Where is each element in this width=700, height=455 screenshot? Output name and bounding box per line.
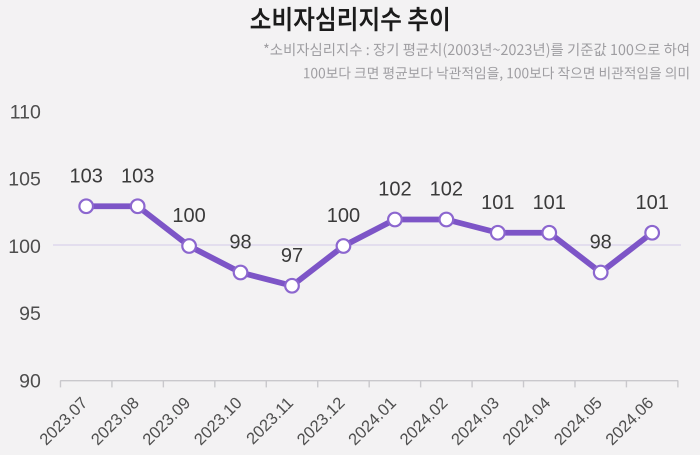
- svg-text:2024.01: 2024.01: [345, 394, 400, 449]
- svg-text:2023.08: 2023.08: [88, 394, 143, 449]
- svg-text:97: 97: [281, 245, 303, 267]
- svg-text:2023.11: 2023.11: [243, 394, 297, 448]
- svg-text:101: 101: [635, 192, 668, 214]
- svg-text:2023.09: 2023.09: [139, 394, 194, 449]
- svg-text:102: 102: [378, 179, 411, 201]
- svg-text:2023.10: 2023.10: [191, 394, 246, 449]
- svg-text:102: 102: [430, 179, 463, 201]
- svg-text:98: 98: [590, 232, 612, 254]
- svg-text:2024.04: 2024.04: [499, 394, 554, 449]
- svg-text:95: 95: [19, 303, 41, 325]
- svg-text:2024.05: 2024.05: [551, 394, 606, 449]
- svg-text:2023.12: 2023.12: [294, 394, 349, 449]
- svg-text:98: 98: [229, 232, 251, 254]
- svg-text:100: 100: [8, 236, 41, 258]
- svg-text:105: 105: [8, 169, 41, 191]
- svg-text:110: 110: [10, 102, 41, 124]
- svg-text:101: 101: [481, 192, 514, 214]
- svg-text:2024.06: 2024.06: [602, 394, 657, 449]
- svg-text:100: 100: [172, 205, 205, 227]
- svg-text:2024.03: 2024.03: [448, 394, 503, 449]
- svg-text:2023.07: 2023.07: [36, 394, 91, 449]
- svg-text:90: 90: [19, 370, 41, 392]
- svg-text:101: 101: [533, 192, 566, 214]
- svg-text:103: 103: [70, 165, 103, 187]
- svg-text:2024.02: 2024.02: [397, 394, 452, 449]
- svg-text:100: 100: [327, 205, 360, 227]
- svg-text:103: 103: [121, 165, 154, 187]
